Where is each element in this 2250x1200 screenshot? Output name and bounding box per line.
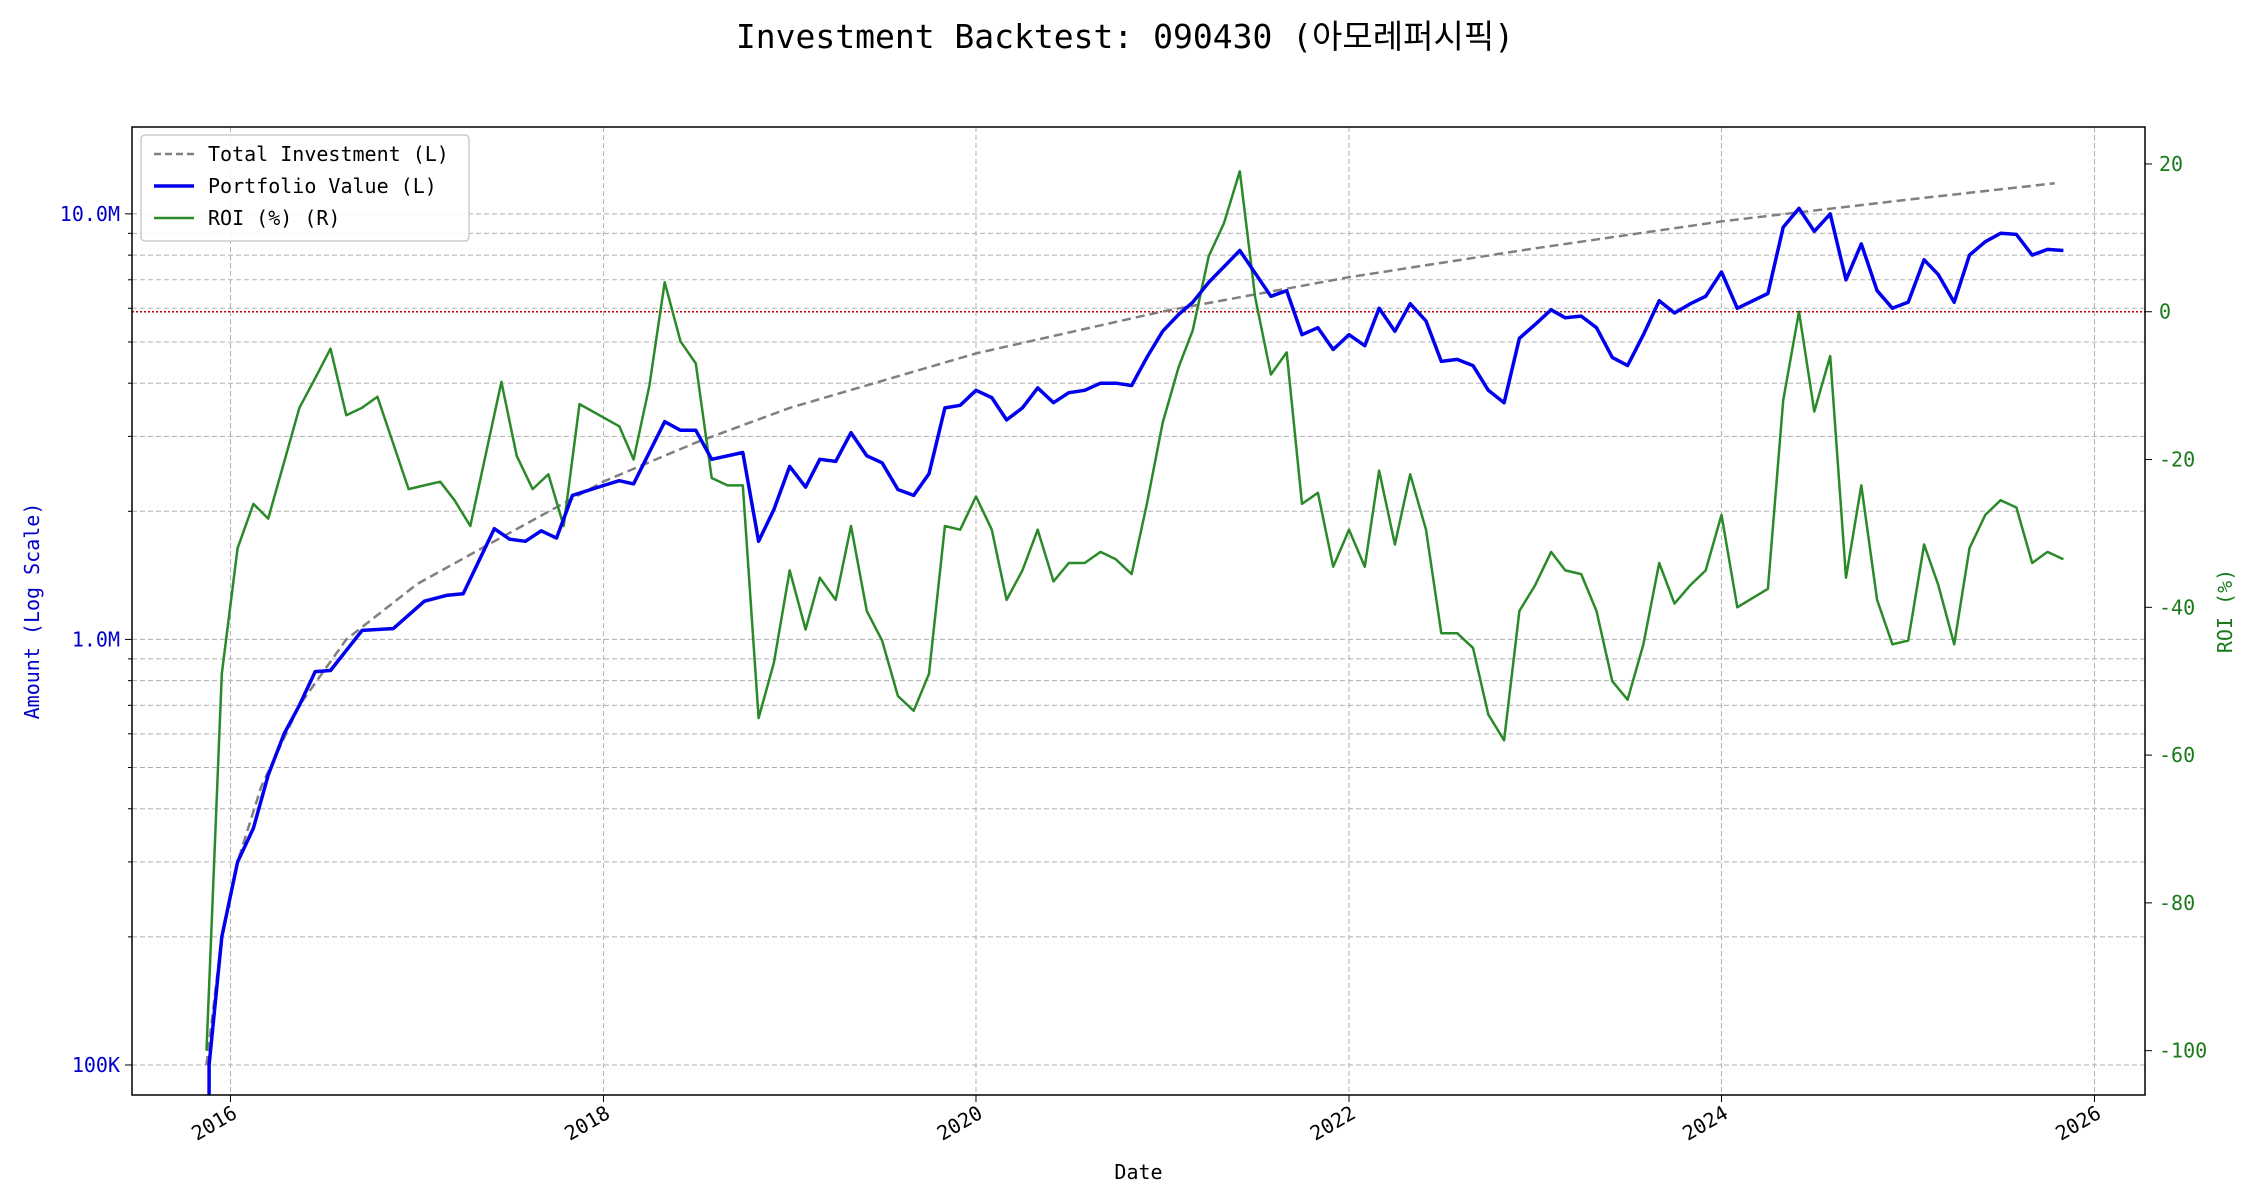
legend-label: ROI (%) (R) [208,206,340,230]
y-right-tick-label: 20 [2159,152,2183,176]
legend-box [140,134,470,242]
y-axis-left-label: Amount (Log Scale) [20,503,44,720]
y-right-tick-label: -80 [2159,891,2195,915]
y-right-tick-label: 0 [2159,300,2171,324]
y-right-tick-label: -40 [2159,595,2195,619]
series-layer [205,170,2064,1095]
y-left-tick-label: 10.0M [60,202,120,226]
grid [132,127,2145,1095]
total-investment-line [205,182,2055,1066]
chart-title: Investment Backtest: 090430 (아모레퍼시픽) [736,17,1514,56]
y-axis-right-label: ROI (%) [2213,569,2237,653]
y-right-tick-label: -20 [2159,448,2195,472]
portfolio-value-line [207,206,2064,1095]
legend: Total Investment (L) Portfolio Value (L) R… [140,134,470,242]
legend-label: Portfolio Value (L) [208,174,437,198]
y-left-tick-label: 1.0M [72,627,120,651]
x-axis-label: Date [1114,1160,1162,1184]
roi-line [205,170,2064,1051]
y-right-tick-label: -100 [2159,1039,2207,1063]
y-left-tick-label: 100K [72,1053,120,1077]
y-right-tick-label: -60 [2159,743,2195,767]
plot-frame [131,126,2146,1096]
legend-label: Total Investment (L) [208,142,449,166]
